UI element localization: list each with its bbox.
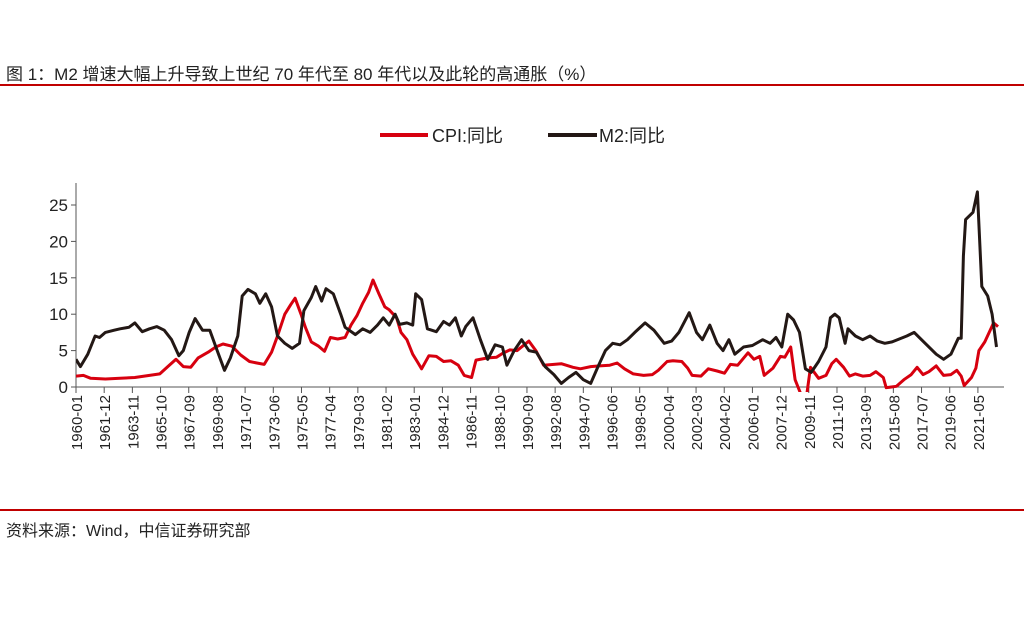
x-tick-label: 1988-10 (492, 395, 509, 450)
x-tick-label: 2011-10 (830, 395, 847, 449)
title-divider (0, 84, 1024, 86)
x-tick-label: 2019-06 (943, 395, 960, 450)
y-tick-label: 0 (59, 378, 68, 397)
x-tick-label: 1990-09 (520, 395, 537, 450)
legend: CPI:同比 M2:同比 (380, 126, 665, 146)
legend-label-cpi: CPI:同比 (432, 126, 503, 146)
x-tick-label: 1984-12 (435, 395, 452, 450)
x-tick-label: 2009-11 (802, 395, 819, 449)
x-tick-label: 2006-01 (745, 395, 762, 450)
legend-label-m2: M2:同比 (599, 126, 665, 146)
source-note: 资料来源：Wind，中信证券研究部 (6, 523, 251, 540)
m2-series-line (76, 190, 998, 385)
x-tick-label: 2017-07 (915, 395, 932, 450)
x-tick-label: 2007-12 (774, 395, 791, 450)
x-tick-label: 1975-05 (294, 395, 311, 450)
y-tick-label: 15 (49, 269, 68, 288)
y-tick-label: 20 (49, 232, 68, 251)
x-tick-label: 1994-07 (576, 395, 593, 450)
series-lines (76, 190, 999, 392)
x-tick-label: 1992-08 (548, 395, 565, 450)
x-tick-label: 1969-08 (210, 395, 227, 450)
y-axis: 0 5 10 15 20 25 (49, 183, 77, 397)
x-tick-label: 2013-09 (858, 395, 875, 450)
y-tick-label: 10 (49, 305, 68, 324)
cpi-series-line (76, 278, 999, 392)
x-tick-label: 1973-06 (266, 395, 283, 450)
x-axis: 1960-01 1961-12 1963-11 1965-10 1967-09 1969-… (69, 386, 1004, 450)
x-tick-label: 1996-06 (605, 395, 622, 450)
x-tick-label: 1986-11 (464, 395, 481, 449)
x-tick-label: 1971-07 (238, 395, 255, 450)
x-tick-label: 1983-01 (407, 395, 424, 450)
x-tick-label: 1998-05 (633, 395, 650, 450)
y-tick-label: 25 (49, 196, 68, 215)
x-tick-label: 2015-08 (886, 395, 903, 450)
x-tick-label: 2021-05 (971, 395, 988, 450)
x-tick-label: 1979-03 (351, 395, 368, 450)
x-tick-label: 1960-01 (69, 395, 86, 450)
x-tick-label: 1963-11 (125, 395, 142, 449)
y-tick-label: 5 (59, 342, 68, 361)
x-tick-label: 1965-10 (154, 395, 171, 450)
figure-title: 图 1：M2 增速大幅上升导致上世纪 70 年代至 80 年代以及此轮的高通胀（… (6, 65, 597, 84)
x-tick-label: 2000-04 (661, 395, 678, 450)
x-tick-label: 2004-02 (717, 395, 734, 450)
x-tick-label: 1981-02 (379, 395, 396, 450)
x-tick-label: 1977-04 (323, 395, 340, 450)
x-tick-label: 1967-09 (182, 395, 199, 450)
x-tick-label: 1961-12 (97, 395, 114, 450)
source-divider (0, 509, 1024, 511)
x-tick-label: 2002-03 (689, 395, 706, 450)
